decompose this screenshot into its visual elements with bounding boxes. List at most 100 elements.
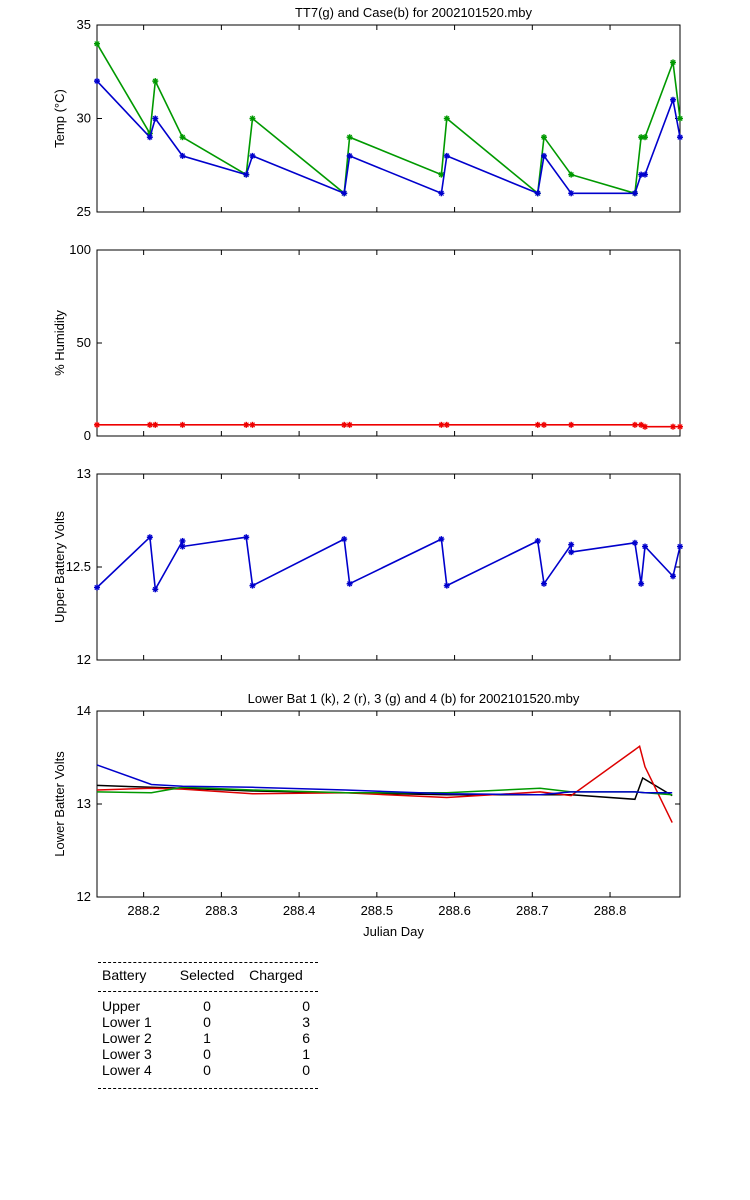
series-case-point <box>347 153 353 159</box>
series-humidity <box>94 421 683 430</box>
series-upper-point <box>638 581 644 587</box>
series-upper-point <box>179 538 186 544</box>
series-lower-4 <box>96 764 673 796</box>
x-tick-label: 288.5 <box>361 903 394 918</box>
series-upper-point <box>642 543 648 550</box>
series-humidity-point <box>638 422 644 428</box>
series-tt7-point <box>179 134 186 140</box>
series-upper-point <box>541 581 547 587</box>
series-upper-point <box>568 542 574 548</box>
series-case <box>94 78 683 197</box>
x-tick-label: 288.3 <box>205 903 238 918</box>
series-case-point <box>632 190 638 196</box>
row-charged: 3 <box>302 1014 310 1030</box>
chart-panel-4: 12 13 14 288.2 288.3 288.4 288.5 288.6 288.7 288.… <box>52 691 681 939</box>
series-humidity-point <box>677 424 683 430</box>
table-row: Lower 2 1 6 <box>102 1030 318 1046</box>
series-case-point <box>642 171 648 178</box>
row-selected: 1 <box>203 1030 211 1046</box>
row-battery: Lower 1 <box>102 1014 152 1030</box>
series-tt7-point <box>568 171 574 178</box>
y-axis-label: Temp (°C) <box>52 89 67 148</box>
y-tick-label: 13 <box>77 796 91 811</box>
series-tt7-point <box>438 171 444 178</box>
series-case-point <box>179 153 186 159</box>
series-humidity-point <box>444 422 450 428</box>
series-tt7 <box>94 40 683 197</box>
table-rule-top <box>98 962 318 963</box>
series-humidity-point <box>632 422 638 428</box>
y-tick-label: 100 <box>69 242 91 257</box>
y-axis-label: % Humidity <box>52 310 67 376</box>
x-axis-label: Julian Day <box>363 924 424 939</box>
series-humidity-point <box>438 422 444 428</box>
plot-frame <box>96 24 681 213</box>
series-lower-2 <box>96 745 673 823</box>
series-lower-4-line <box>96 764 673 796</box>
x-tick-label: 288.4 <box>283 903 316 918</box>
table-row: Lower 3 0 1 <box>102 1046 318 1062</box>
chart-title: TT7(g) and Case(b) for 2002101520.mby <box>295 5 533 20</box>
plot-frame <box>96 249 681 437</box>
series-humidity-point <box>94 422 100 428</box>
x-tick-label: 288.7 <box>516 903 549 918</box>
row-charged: 0 <box>302 1062 310 1078</box>
series-upper-point <box>249 582 256 589</box>
series-upper-point <box>670 573 676 579</box>
series-humidity-point <box>341 422 347 428</box>
chart-panel-3: 12 12.5 13 Upper Battery Volts <box>52 466 683 667</box>
table-row: Lower 1 0 3 <box>102 1014 318 1030</box>
y-tick-label: 50 <box>77 335 91 350</box>
header-selected: Selected <box>179 967 235 983</box>
series-upper-point <box>347 581 353 587</box>
series-upper-point <box>438 536 444 542</box>
x-tick-label: 288.8 <box>594 903 627 918</box>
y-axis-label: Lower Batter Volts <box>52 751 67 857</box>
series-upper-point <box>94 584 100 591</box>
series-lower-2-line <box>96 745 673 823</box>
series-upper-point <box>341 536 347 542</box>
series-case-point <box>677 134 683 140</box>
row-selected: 0 <box>203 998 211 1014</box>
series-upper-point <box>152 586 158 592</box>
series-tt7-point <box>670 59 676 66</box>
table-row: Lower 4 0 0 <box>102 1062 318 1078</box>
header-battery: Battery <box>102 967 147 983</box>
series-tt7-line <box>96 43 681 195</box>
series-upper-point <box>632 540 638 546</box>
chart-panel-1: 25 30 35 TT7(g) and Case(b) for 2002101520.… <box>52 5 683 219</box>
plot-frame <box>96 473 681 661</box>
series-humidity-point <box>152 422 158 428</box>
chart-title: Lower Bat 1 (k), 2 (r), 3 (g) and 4 (b) … <box>248 691 580 706</box>
row-charged: 0 <box>302 998 310 1014</box>
series-case-point <box>243 171 249 178</box>
y-tick-label: 13 <box>77 466 91 481</box>
row-charged: 6 <box>302 1030 310 1046</box>
y-tick-label: 30 <box>77 111 91 126</box>
row-selected: 0 <box>203 1062 211 1078</box>
row-battery: Lower 3 <box>102 1046 152 1062</box>
series-upper-point <box>568 549 574 555</box>
row-battery: Lower 4 <box>102 1062 152 1078</box>
series-case-point <box>541 153 547 159</box>
series-humidity-point <box>249 422 256 428</box>
series-case-point <box>249 153 256 159</box>
series-case-point <box>535 190 541 196</box>
series-case-point <box>152 115 158 122</box>
series-humidity-point <box>642 424 648 430</box>
y-tick-label: 12.5 <box>66 559 91 574</box>
series-humidity-point <box>179 422 186 428</box>
y-tick-label: 12 <box>77 652 91 667</box>
series-case-point <box>670 97 676 103</box>
series-tt7-point <box>444 115 450 122</box>
series-humidity-point <box>670 424 676 430</box>
series-case-point <box>438 190 444 196</box>
row-battery: Lower 2 <box>102 1030 152 1046</box>
x-tick-label: 288.6 <box>438 903 471 918</box>
row-selected: 0 <box>203 1014 211 1030</box>
series-case-point <box>94 78 100 84</box>
chart-panel-2: 0 50 100 % Humidity <box>52 242 683 443</box>
series-tt7-point <box>152 78 158 84</box>
series-case-point <box>444 153 450 159</box>
series-humidity-point <box>243 422 249 428</box>
